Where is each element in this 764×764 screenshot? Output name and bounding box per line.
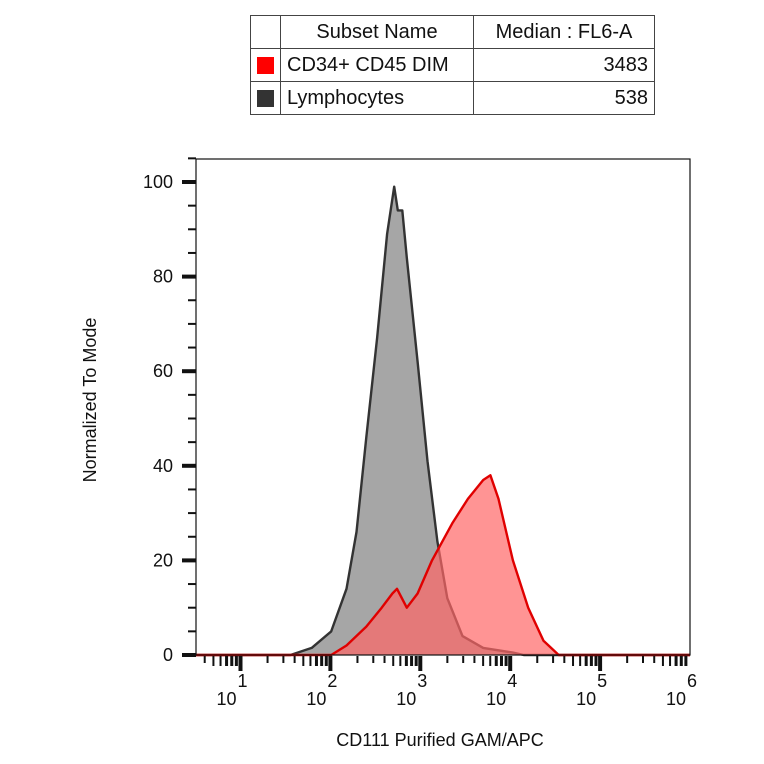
red-swatch-icon: [257, 56, 274, 74]
legend-row: CD34+ CD45 DIM 3483: [250, 48, 655, 82]
x-axis-label: CD111 Purified GAM/APC: [336, 730, 543, 750]
x-tick-label-base: 10: [396, 689, 416, 709]
series-line-1: [196, 474, 690, 657]
y-tick-label: 20: [153, 550, 173, 570]
x-tick-label-exponent: 2: [327, 671, 337, 691]
x-tick-label-exponent: 1: [237, 671, 247, 691]
x-tick-label-exponent: 6: [687, 671, 697, 691]
legend-subset-name: Lymphocytes: [280, 81, 474, 115]
x-tick-label-base: 10: [576, 689, 596, 709]
y-tick-label: 0: [163, 645, 173, 665]
y-tick-label: 60: [153, 361, 173, 381]
x-tick-label-base: 10: [486, 689, 506, 709]
y-axis-label: Normalized To Mode: [80, 318, 100, 483]
x-tick-label-exponent: 3: [417, 671, 427, 691]
y-tick-label: 80: [153, 267, 173, 287]
legend-median: 538: [473, 81, 655, 115]
series-area-0: [290, 186, 524, 655]
x-tick-label-base: 10: [216, 689, 236, 709]
y-tick-label: 40: [153, 456, 173, 476]
series-area-1: [331, 475, 559, 655]
x-tick-label-base: 10: [666, 689, 686, 709]
legend-median: 3483: [473, 48, 655, 82]
x-tick-label-exponent: 5: [597, 671, 607, 691]
legend-table: Subset Name Median : FL6-A CD34+ CD45 DI…: [250, 15, 655, 115]
dark-swatch-icon: [257, 89, 274, 107]
x-tick-label-base: 10: [306, 689, 326, 709]
plot-frame: [195, 158, 691, 656]
x-tick-label-exponent: 4: [507, 671, 517, 691]
y-tick-label: 100: [143, 172, 173, 192]
legend-row: Lymphocytes 538: [250, 81, 655, 115]
